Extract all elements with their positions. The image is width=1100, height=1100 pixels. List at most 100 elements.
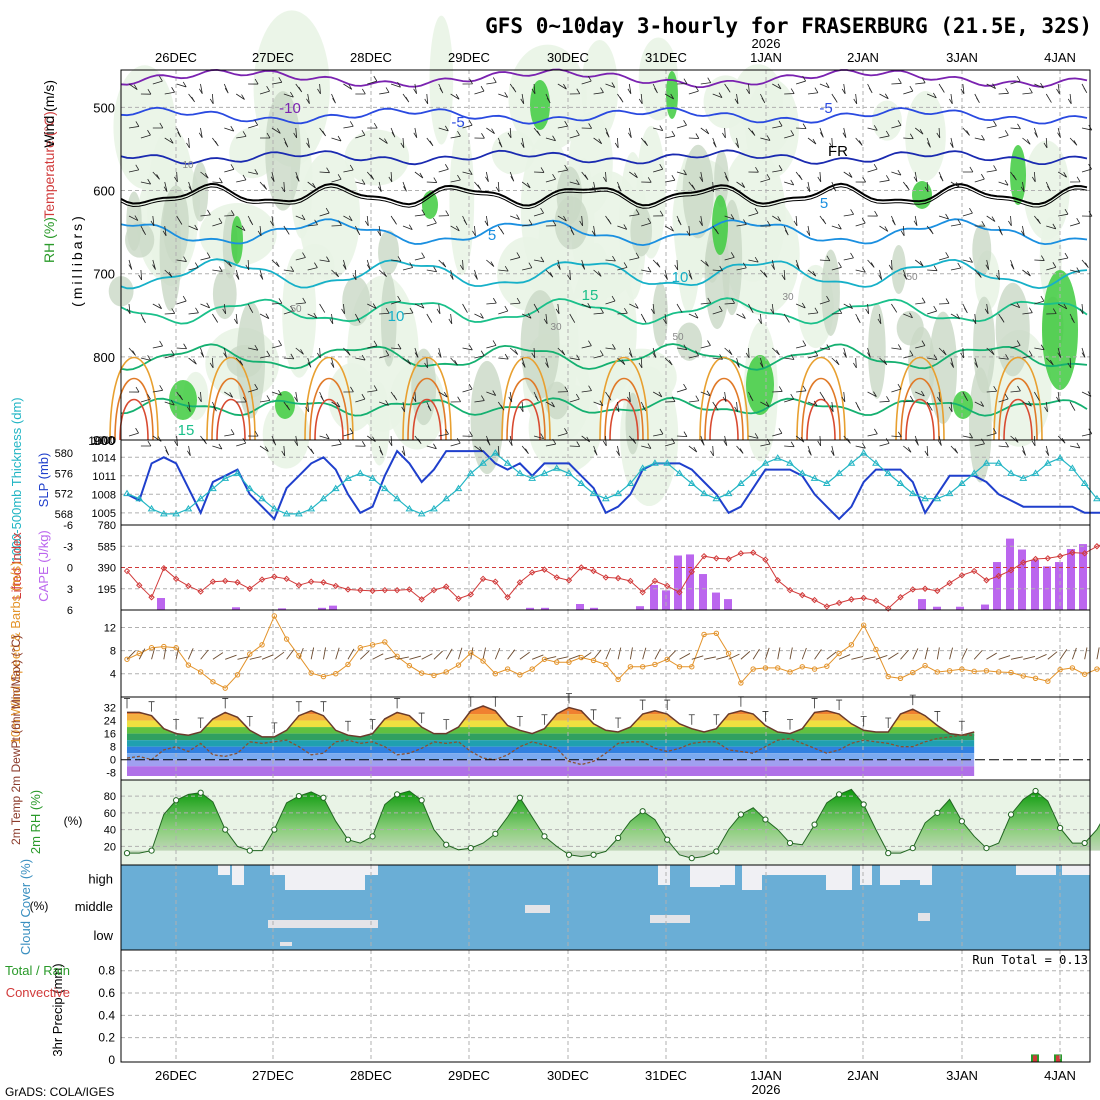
li-point <box>357 586 364 594</box>
wind-barb <box>520 93 525 105</box>
thickness-point <box>393 494 401 502</box>
thickness-point <box>282 509 291 517</box>
wind-speed-point <box>1032 675 1039 682</box>
wind-barb <box>616 445 620 456</box>
rh-patch <box>520 135 574 284</box>
wind-barb <box>819 295 830 305</box>
wind-barb <box>247 215 254 226</box>
wind-speed-point <box>590 657 597 664</box>
wind-barb <box>533 256 545 263</box>
surface-isotherm <box>709 398 739 441</box>
wind-speed-point <box>836 650 842 657</box>
surface-wind-barb <box>359 650 370 660</box>
wind-barb <box>784 88 795 95</box>
wind-barb <box>602 171 607 183</box>
cape-bar <box>636 606 644 610</box>
wind-barb <box>163 181 168 192</box>
surface-wind-barb <box>851 656 864 660</box>
wind-barb <box>378 137 388 144</box>
wind-barb <box>462 383 473 393</box>
wind-barb <box>198 83 203 95</box>
li-point <box>185 582 192 590</box>
cape-bar <box>329 605 337 610</box>
rh-point <box>786 839 794 847</box>
thickness-point <box>700 489 708 497</box>
wind-barb <box>724 252 735 261</box>
isotherm-contour <box>120 182 1088 207</box>
wind-barb <box>712 225 719 235</box>
thickness-point <box>196 494 205 502</box>
wind-barb <box>984 303 989 315</box>
rh-patch <box>526 248 601 302</box>
wind-barb <box>784 354 795 360</box>
wind-speed-point <box>627 664 634 670</box>
wind-barb <box>366 171 375 180</box>
wind-barb <box>1022 269 1031 277</box>
rh-point <box>860 801 867 808</box>
minmax-whisker <box>934 711 941 722</box>
wind-barb <box>903 350 914 359</box>
wind-barb <box>283 401 291 411</box>
wind-barb <box>140 440 152 447</box>
wind-barb <box>426 313 433 323</box>
wind-barb <box>343 427 354 437</box>
wind-barb <box>379 87 390 95</box>
wind-barb <box>617 307 628 315</box>
wind-speed-point <box>922 662 928 669</box>
wind-barb <box>974 357 979 368</box>
rh-patch <box>995 282 1030 377</box>
wind-barb <box>1057 303 1068 310</box>
wind-barb <box>1045 445 1050 456</box>
thickness-point <box>994 459 1003 466</box>
wind-speed-point <box>860 622 867 628</box>
wind-barb <box>760 269 768 278</box>
rh-patch <box>449 123 475 276</box>
wind-barb <box>533 303 540 313</box>
surface-isotherm <box>109 356 159 441</box>
li-point <box>1032 555 1039 563</box>
wind-barb <box>927 354 938 361</box>
rh-patch <box>714 150 729 208</box>
wind-barb <box>426 137 434 147</box>
wind-barb <box>569 88 581 95</box>
precip-legend-convective: Convective <box>6 985 70 1000</box>
temp-tick-label: -8 <box>106 768 116 780</box>
wind-barb <box>1057 171 1068 178</box>
surface-wind-barb <box>875 655 888 660</box>
wind-barb <box>723 435 728 446</box>
wind-barb <box>164 445 170 456</box>
wind-barb <box>555 303 560 315</box>
wind-barb <box>354 225 361 236</box>
wind-barb <box>401 445 406 457</box>
rh-high-patch <box>231 216 243 264</box>
wind-barb <box>760 135 771 141</box>
wind-barb <box>271 340 282 349</box>
wind-barb <box>474 85 485 95</box>
wind-barb <box>724 298 735 305</box>
wind-barb <box>795 171 803 181</box>
wind-barb <box>795 302 806 309</box>
wind-barb <box>807 445 812 456</box>
wind-speed-point <box>357 645 363 651</box>
thickness-tick-label: 576 <box>55 468 73 480</box>
rh-patch <box>380 272 397 367</box>
isotherm-contour <box>120 106 1088 125</box>
rh-contour-label: 10 <box>182 160 194 171</box>
surface-wind-barb <box>261 654 274 660</box>
rh-area <box>127 789 1100 859</box>
temp-tick-label: 8 <box>110 742 116 754</box>
wind-barb <box>331 93 336 104</box>
surface-isotherm <box>998 377 1038 441</box>
wind-barb <box>998 180 1009 186</box>
wind-barb <box>260 132 271 139</box>
wind-barb <box>402 357 411 365</box>
wind-barb <box>150 215 155 227</box>
wind-barb <box>1008 215 1012 227</box>
wind-barb <box>915 77 926 85</box>
wind-barb <box>867 259 875 268</box>
wind-barb <box>736 219 747 227</box>
wind-barb <box>307 312 318 319</box>
wind-barb <box>760 93 766 104</box>
wind-barb <box>510 297 521 305</box>
wind-barb <box>593 137 603 145</box>
